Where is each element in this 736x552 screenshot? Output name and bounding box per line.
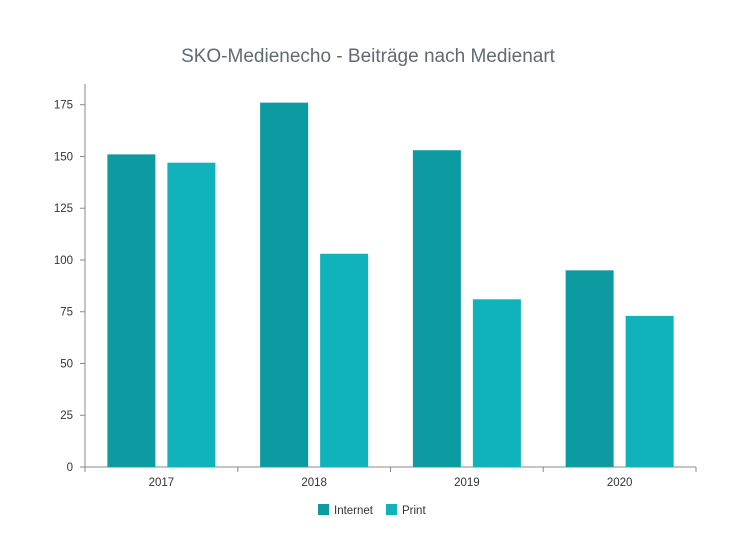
legend-swatch-internet [318, 504, 329, 515]
bars [107, 102, 674, 467]
bar-internet-2019 [412, 150, 461, 467]
chart-title: SKO-Medienecho - Beiträge nach Medienart [181, 46, 556, 67]
y-tick-label: 150 [54, 151, 73, 163]
x-tick-label: 2017 [149, 477, 175, 489]
bar-internet-2020 [565, 270, 614, 467]
y-tick-label: 25 [60, 410, 73, 422]
y-tick-label: 100 [54, 255, 73, 267]
bar-print-2017 [167, 162, 216, 467]
y-tick-label: 75 [60, 307, 73, 319]
y-tick-label: 50 [60, 358, 73, 370]
x-tick-label: 2020 [607, 477, 633, 489]
bar-internet-2017 [107, 154, 156, 467]
bar-internet-2018 [260, 102, 309, 467]
x-tick-label: 2019 [454, 477, 480, 489]
bar-print-2019 [472, 299, 521, 467]
legend: Internet Print [318, 504, 426, 517]
legend-label-print: Print [402, 505, 426, 517]
legend-label-internet: Internet [334, 505, 374, 517]
bar-print-2020 [625, 315, 674, 467]
bar-print-2018 [320, 253, 369, 467]
y-tick-label: 125 [54, 203, 73, 215]
x-tick-label: 2018 [301, 477, 327, 489]
axes: 0 25 50 75 100 125 150 175 2017 2018 2019 2020 [54, 84, 697, 489]
y-tick-label: 0 [67, 462, 73, 474]
y-tick-label: 175 [54, 100, 73, 112]
legend-swatch-print [386, 504, 397, 515]
